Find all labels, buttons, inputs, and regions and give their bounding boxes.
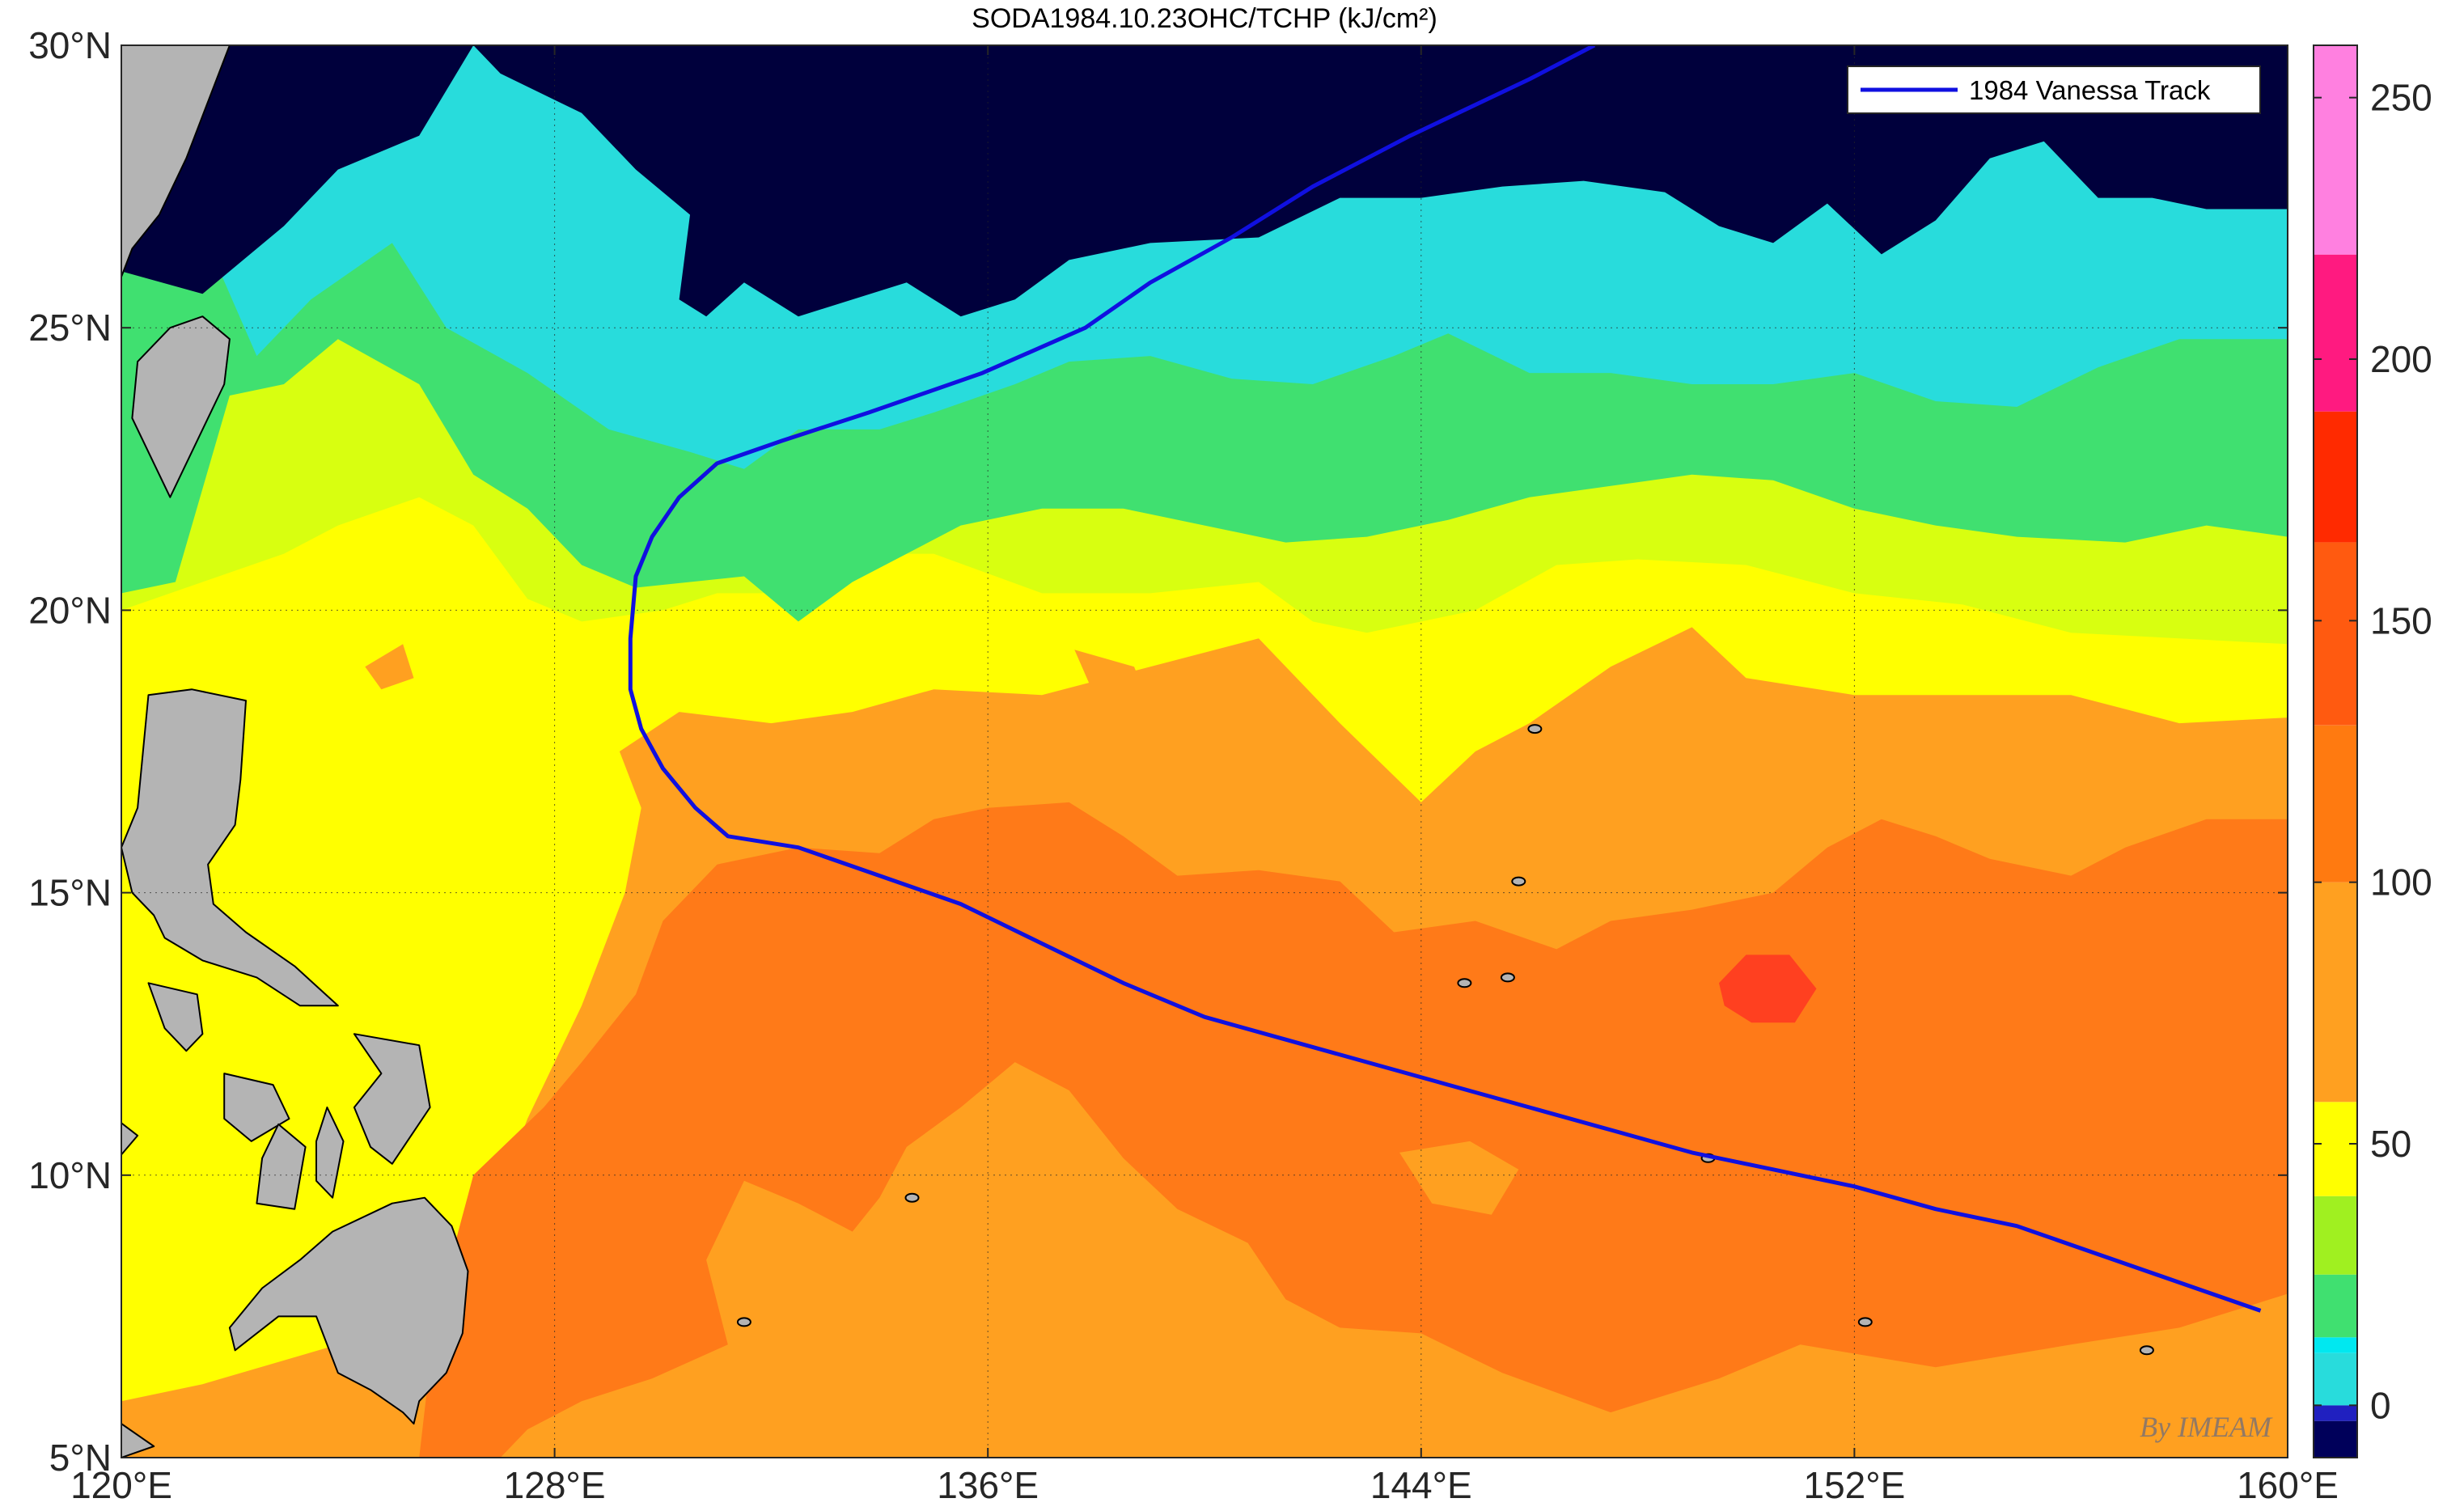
x-tick-label: 144°E — [1370, 1464, 1472, 1506]
y-tick-label: 15°N — [28, 872, 112, 914]
colorbar-band — [2314, 1102, 2357, 1196]
land-mindanao — [228, 1196, 469, 1425]
colorbar-band — [2314, 411, 2357, 543]
field-band-130-165-blob — [1719, 954, 1817, 1023]
map-frame — [121, 44, 2288, 1458]
colorbar-tick-label: 250 — [2370, 77, 2432, 119]
y-tick-label: 30°N — [28, 24, 112, 66]
x-tick-label: 120°E — [70, 1464, 172, 1506]
colorbar-tick-label: 50 — [2370, 1123, 2411, 1165]
islet-7 — [1527, 724, 1543, 734]
colorbar-frame — [2313, 44, 2358, 1458]
land-taiwan — [131, 315, 231, 498]
ohc-contour-field: By IMEAM — [121, 45, 2288, 1458]
colorbar-tick-label: 150 — [2370, 599, 2432, 641]
colorbar-band — [2314, 1337, 2357, 1353]
colorbar-band — [2314, 1196, 2357, 1275]
land-luzon — [121, 688, 339, 1007]
land-samar-leyte — [353, 1033, 431, 1165]
field-patch-orange-west — [365, 644, 414, 690]
y-axis: 5°N 10°N 15°N 20°N 25°N 30°N — [28, 24, 2288, 1479]
x-tick-label: 160°E — [2237, 1464, 2339, 1506]
colorbar-band — [2314, 254, 2357, 412]
legend-label-track: 1984 Vanessa Track — [1969, 75, 2211, 105]
x-tick-label: 128°E — [504, 1464, 606, 1506]
chart-title: SODA1984.10.23OHC/TCHP (kJ/cm²) — [972, 3, 1437, 34]
field-patch-orange-central — [1074, 650, 1150, 713]
field-patch-orange-south — [1399, 1141, 1519, 1215]
watermark-text: By IMEAM — [2140, 1411, 2273, 1443]
y-tick-label: 20°N — [28, 589, 112, 631]
colorbar-band — [2314, 725, 2357, 882]
islet-6 — [1511, 876, 1526, 887]
x-axis: 120°E 128°E 136°E 144°E 152°E 160°E — [70, 45, 2339, 1506]
land-mindoro — [147, 982, 204, 1052]
colorbar-band — [2314, 45, 2357, 255]
islet-4 — [2139, 1345, 2154, 1356]
field-band-below-zero — [121, 45, 2288, 317]
x-tick-label: 152°E — [1803, 1464, 1905, 1506]
field-band-100-130-west — [419, 802, 2288, 1458]
colorbar-tick-label: 100 — [2370, 861, 2432, 904]
colorbar-band — [2314, 882, 2357, 1103]
x-tick-label: 136°E — [937, 1464, 1039, 1506]
colorbar-tick-label: 200 — [2370, 338, 2432, 380]
colorbar: 0 50 100 150 200 250 — [2313, 44, 2432, 1458]
land-negros — [256, 1123, 307, 1210]
colorbar-band — [2314, 1352, 2357, 1406]
y-tick-label: 10°N — [28, 1154, 112, 1196]
islet-1 — [1457, 978, 1472, 988]
y-tick-label: 5°N — [49, 1437, 112, 1479]
legend: 1984 Vanessa Track — [1847, 66, 2261, 114]
land-panay — [223, 1073, 290, 1142]
land-china-coast — [121, 45, 231, 278]
colorbar-band — [2314, 1274, 2357, 1338]
land-palawan — [121, 1121, 139, 1157]
colorbar-tick-label: 0 — [2370, 1384, 2391, 1426]
land-borneo-north — [121, 1423, 155, 1458]
vanessa-track-line — [628, 45, 2262, 1313]
islet-3 — [1857, 1317, 1873, 1327]
colorbar-band — [2314, 1405, 2357, 1421]
colorbar-band — [2314, 1420, 2357, 1458]
islet-0 — [1500, 972, 1515, 983]
islet-8 — [904, 1192, 920, 1203]
islet-5 — [736, 1317, 751, 1327]
y-tick-label: 25°N — [28, 307, 112, 349]
colorbar-band — [2314, 542, 2357, 726]
